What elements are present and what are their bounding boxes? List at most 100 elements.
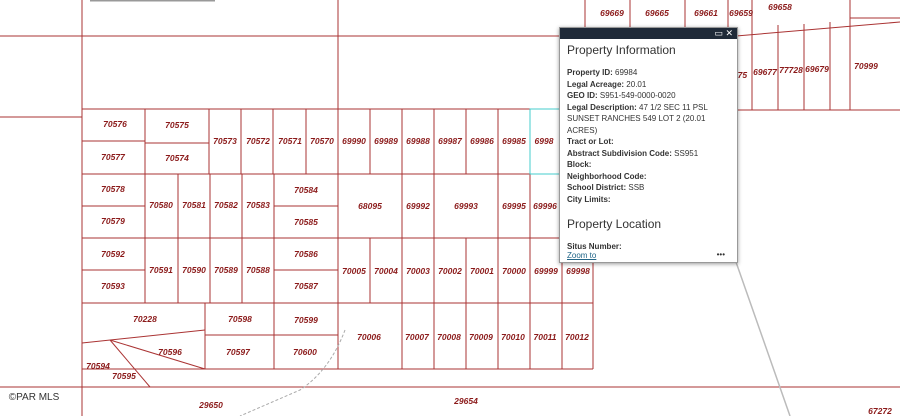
parcel-label[interactable]: 6998 [535, 136, 554, 146]
parcel-label[interactable]: 70579 [101, 216, 125, 226]
parcel-label[interactable]: 69998 [566, 266, 590, 276]
parcel-label[interactable]: 70577 [101, 152, 126, 162]
parcel-label[interactable]: 69992 [406, 201, 430, 211]
zoom-link[interactable]: Zoom to [567, 251, 597, 260]
parcel-label[interactable]: 69995 [502, 201, 526, 211]
field: Property ID: 69984 [560, 67, 737, 79]
field-value: SSB [628, 183, 645, 192]
parcel-label[interactable]: 69665 [645, 8, 669, 18]
parcel-label[interactable]: 70593 [101, 281, 125, 291]
parcel-label[interactable]: 70588 [246, 265, 270, 275]
parcel-label[interactable]: 70006 [357, 332, 381, 342]
parcel-label[interactable]: 69990 [342, 136, 366, 146]
parcel-label[interactable]: 70598 [228, 314, 252, 324]
parcel-label[interactable]: 70592 [101, 249, 125, 259]
parcel-label[interactable]: 70574 [165, 153, 189, 163]
field-label: Neighborhood Code: [567, 171, 647, 181]
popup: ▭ ✕ Property Information Property ID: 69… [559, 27, 738, 263]
parcel-label[interactable]: 29650 [198, 400, 223, 410]
parcel-label[interactable]: 70597 [226, 347, 251, 357]
parcel-label[interactable]: 69999 [534, 266, 558, 276]
field: School District: SSB [560, 182, 737, 194]
parcel-label[interactable]: 70571 [278, 136, 302, 146]
watermark: ©PAR MLS [9, 392, 60, 403]
parcel-label[interactable]: 70589 [214, 265, 238, 275]
parcel-label[interactable]: 70591 [149, 265, 173, 275]
parcel-label[interactable]: 70572 [246, 136, 270, 146]
parcel-label[interactable]: 69659 [729, 8, 753, 18]
parcel-label[interactable]: 70578 [101, 184, 125, 194]
parcel-label[interactable]: 29654 [453, 396, 478, 406]
parcel-label[interactable]: 70582 [214, 200, 238, 210]
parcel-label[interactable]: 70573 [213, 136, 237, 146]
parcel-label[interactable]: 70007 [405, 332, 430, 342]
field-label: Property ID: [567, 68, 613, 77]
parcel-label[interactable]: 69993 [454, 201, 478, 211]
parcel-label[interactable]: 70583 [246, 200, 270, 210]
parcel-label[interactable]: 70009 [469, 332, 493, 342]
parcel-label[interactable]: 70600 [293, 347, 317, 357]
field: SUNSET RANCHES 549 LOT 2 (20.01 ACRES) [560, 113, 737, 136]
parcel-label[interactable]: 70011 [533, 332, 556, 342]
parcel-label[interactable]: 68095 [358, 201, 382, 211]
parcel-label[interactable]: 70570 [310, 136, 334, 146]
parcel-label[interactable]: 70008 [437, 332, 461, 342]
parcel-label[interactable]: 70005 [342, 266, 366, 276]
parcel-label[interactable]: 70010 [501, 332, 525, 342]
parcel-label[interactable]: 69669 [600, 8, 624, 18]
parcel-label[interactable]: 69677 [753, 67, 778, 77]
parcel-label[interactable]: 70000 [502, 266, 526, 276]
parcel-label[interactable]: 70575 [165, 120, 189, 130]
parcel-label[interactable]: 69989 [374, 136, 398, 146]
parcel-label[interactable]: 69996 [533, 201, 557, 211]
parcel-label[interactable]: 70595 [112, 371, 136, 381]
parcel-label[interactable]: 69679 [805, 64, 829, 74]
field: Neighborhood Code: [560, 171, 737, 183]
field-value: 47 1/2 SEC 11 PSL [639, 102, 708, 112]
parcel-label[interactable]: 70590 [182, 265, 206, 275]
parcel-label[interactable]: 69986 [470, 136, 494, 146]
field-value: S951-549-0000-0020 [599, 91, 676, 100]
parcel-label[interactable]: 70594 [86, 361, 110, 371]
field-label: Legal Description: [567, 102, 637, 112]
parcel-label[interactable]: 70596 [158, 347, 182, 357]
parcel-label[interactable]: 70587 [294, 281, 319, 291]
parcel-label[interactable]: 70001 [470, 266, 494, 276]
field-value: 20.01 [626, 79, 647, 89]
field-label: Tract or Lot: [567, 137, 614, 146]
parcel-label[interactable]: 70586 [294, 249, 318, 259]
field: GEO ID: S951-549-0000-0020 [560, 90, 737, 102]
parcel-label[interactable]: 675 [733, 70, 747, 80]
field-label: Legal Acreage: [567, 79, 625, 89]
field: Legal Description: 47 1/2 SEC 11 PSL [560, 102, 737, 114]
parcel-label[interactable]: 69988 [406, 136, 430, 146]
popup-controls[interactable]: ▭ ✕ [560, 28, 737, 39]
parcel-label[interactable]: 70584 [294, 185, 318, 195]
parcel-label[interactable]: 69987 [438, 136, 463, 146]
field: Abstract Subdivision Code: SS951 [560, 148, 737, 160]
parcel-label[interactable]: 70228 [133, 314, 157, 324]
parcel-label[interactable]: 70599 [294, 315, 318, 325]
trail [239, 329, 346, 416]
parcel-label[interactable]: 69661 [694, 8, 718, 18]
parcel-label[interactable]: 69658 [768, 2, 792, 12]
parcel-label[interactable]: 70580 [149, 200, 173, 210]
parcel-label[interactable]: 70012 [565, 332, 589, 342]
parcel-label[interactable]: 70003 [406, 266, 430, 276]
parcel-label[interactable]: 70585 [294, 217, 318, 227]
parcel-label[interactable]: 70004 [374, 266, 398, 276]
parcel-label[interactable]: 70999 [854, 61, 878, 71]
field: Tract or Lot: [560, 136, 737, 148]
parcel-label[interactable]: 69985 [502, 136, 526, 146]
parcel-label[interactable]: 67272 [868, 406, 892, 416]
field-value: 69984 [615, 68, 638, 77]
parcel-label[interactable]: 70581 [182, 200, 206, 210]
parcel-label[interactable]: 77728 [779, 65, 803, 75]
parcel-label[interactable]: 70576 [103, 119, 127, 129]
more-button[interactable]: ••• [716, 250, 725, 259]
field-label: Abstract Subdivision Code: [567, 148, 672, 158]
parcel-label[interactable]: 70002 [438, 266, 462, 276]
